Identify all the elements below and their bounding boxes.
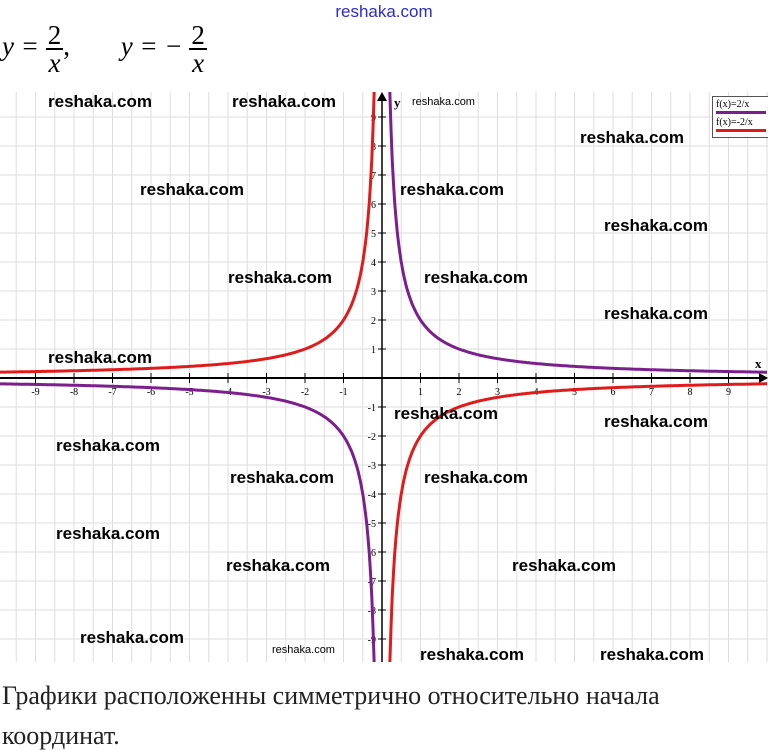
watermark: reshaka.com (272, 644, 335, 656)
watermark: reshaka.com (424, 468, 528, 487)
x-axis-label: x (755, 356, 762, 371)
series-1-branch-2 (388, 92, 767, 374)
watermark: reshaka.com (48, 92, 152, 111)
watermark: reshaka.com (424, 268, 528, 287)
hyperbola-chart: xy-9 -8 -7 -6 -5 -4 -3 -2 -1 1 2 3 4 5 6 7 8 9-9-8-7-6-5-… (0, 92, 768, 662)
y-tick-label: -6 (368, 548, 376, 559)
watermark: reshaka.com (48, 348, 152, 367)
formula-sep: , (63, 31, 70, 62)
x-tick-label: 1 (418, 387, 423, 398)
watermark: reshaka.com (232, 92, 336, 111)
series-1-branch-1 (0, 382, 376, 662)
series-2-branch-2 (388, 382, 767, 662)
y-tick-label: 5 (371, 229, 376, 240)
watermark: reshaka.com (580, 128, 684, 147)
x-tick-label: 9 (726, 387, 731, 398)
x-tick-label: -3 (262, 387, 270, 398)
f2-num: 2 (189, 20, 207, 50)
x-tick-label: -6 (147, 387, 155, 398)
watermark: reshaka.com (420, 645, 524, 664)
watermark: reshaka.com (56, 436, 160, 455)
f2-lhs: y = − (120, 31, 183, 62)
watermark: reshaka.com (400, 180, 504, 199)
y-tick-label: 4 (371, 258, 376, 269)
watermark: reshaka.com (80, 628, 184, 647)
x-tick-label: 6 (611, 387, 616, 398)
y-tick-label: -5 (368, 519, 376, 530)
x-tick-label: -8 (70, 387, 78, 398)
x-tick-label: -9 (31, 387, 39, 398)
x-tick-label: 8 (688, 387, 693, 398)
y-tick-label: -3 (368, 461, 376, 472)
watermark: reshaka.com (600, 645, 704, 664)
x-tick-label: 2 (457, 387, 462, 398)
series-2-branch-1 (0, 92, 376, 374)
y-tick-label: 7 (371, 171, 376, 182)
y-axis-arrow (377, 92, 387, 101)
f1-num: 2 (45, 20, 64, 50)
chart-legend: f(x)=2/x f(x)=-2/x (712, 96, 768, 138)
watermark: reshaka.com (604, 216, 708, 235)
y-tick-label: -2 (368, 432, 376, 443)
watermark: reshaka.com (604, 412, 708, 431)
watermark: reshaka.com (512, 556, 616, 575)
x-tick-label: -7 (108, 387, 116, 398)
x-tick-label: 3 (495, 387, 500, 398)
y-tick-label: -4 (368, 490, 376, 501)
watermark: reshaka.com (226, 556, 330, 575)
x-tick-label: 7 (649, 387, 654, 398)
y-tick-label: 2 (371, 316, 376, 327)
legend-entry-f1: f(x)=2/x (716, 99, 766, 114)
site-watermark: reshaka.com (335, 2, 433, 21)
f2-den: x (192, 48, 205, 78)
y-tick-label: -9 (368, 635, 376, 646)
conclusion-text: Графики расположенны симметрично относит… (2, 681, 660, 750)
y-tick-label: 6 (371, 200, 376, 211)
f1-den: x (48, 48, 61, 78)
f1-lhs: y = (2, 31, 39, 62)
y-axis-label: y (394, 95, 401, 110)
x-tick-label: -2 (301, 387, 309, 398)
watermark: reshaka.com (140, 180, 244, 199)
y-tick-label: -1 (368, 403, 376, 414)
watermark: reshaka.com (394, 404, 498, 423)
x-tick-label: 5 (572, 387, 577, 398)
y-tick-label: 3 (371, 287, 376, 298)
x-tick-label: -1 (339, 387, 347, 398)
legend-entry-f2: f(x)=-2/x (716, 117, 766, 132)
watermark: reshaka.com (604, 304, 708, 323)
watermark: reshaka.com (228, 268, 332, 287)
watermark: reshaka.com (230, 468, 334, 487)
x-axis-arrow (759, 373, 768, 383)
watermark: reshaka.com (56, 524, 160, 543)
x-tick-label: -5 (185, 387, 193, 398)
watermark: reshaka.com (412, 96, 475, 108)
y-tick-label: 1 (371, 345, 376, 356)
